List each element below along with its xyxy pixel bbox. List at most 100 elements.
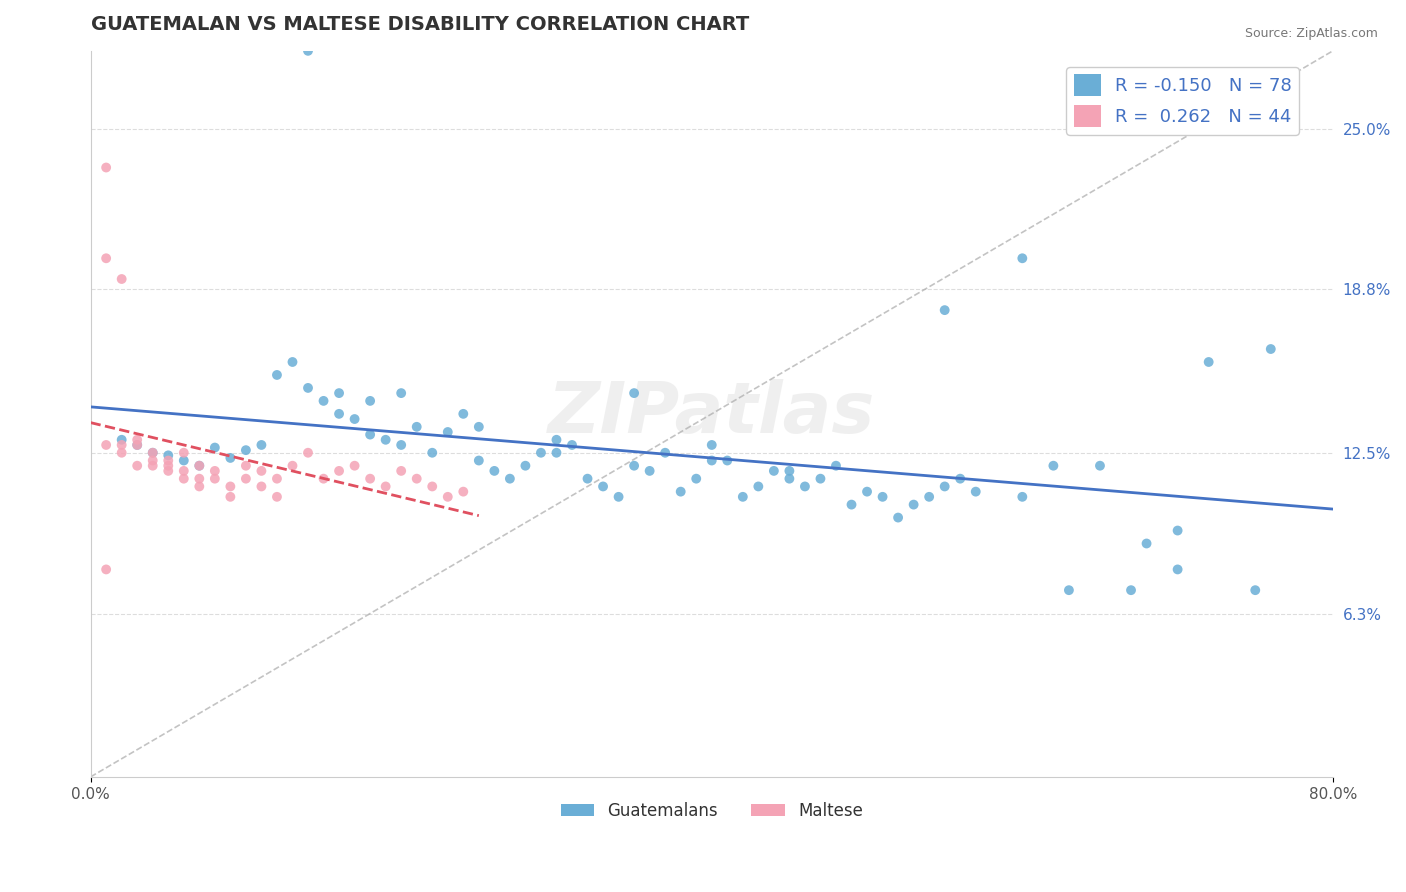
Point (934, 303, 956, 318)
Point (468, 419, 491, 434)
Point (530, 446, 553, 460)
Point (235, 458, 257, 473)
Point (142, 453, 165, 467)
Point (546, 446, 568, 460)
Point (343, 458, 366, 473)
Point (872, 490, 894, 504)
Point (204, 441, 226, 455)
Point (1011, 490, 1033, 504)
Point (856, 484, 879, 499)
Point (405, 472, 427, 486)
Point (188, 458, 211, 473)
Point (1011, 252, 1033, 266)
Point (359, 472, 381, 486)
Point (312, 472, 335, 486)
Point (328, 464, 350, 478)
Point (250, 464, 273, 478)
Point (716, 453, 738, 467)
Point (841, 498, 863, 512)
Point (1135, 536, 1157, 550)
Point (1260, 342, 1282, 356)
Point (157, 453, 180, 467)
Point (297, 44, 319, 58)
Point (1042, 458, 1064, 473)
Legend: Guatemalans, Maltese: Guatemalans, Maltese (554, 796, 869, 827)
Point (127, 438, 149, 452)
Point (546, 433, 568, 447)
Point (810, 472, 832, 486)
Point (654, 446, 676, 460)
Point (204, 464, 226, 478)
Point (173, 446, 195, 460)
Point (127, 438, 149, 452)
Point (436, 490, 458, 504)
Point (281, 458, 304, 473)
Point (374, 433, 396, 447)
Point (903, 498, 925, 512)
Point (607, 490, 630, 504)
Point (157, 464, 180, 478)
Point (173, 464, 195, 478)
Point (561, 438, 583, 452)
Point (297, 381, 319, 395)
Point (887, 510, 910, 524)
Point (235, 443, 257, 458)
Point (94, 438, 117, 452)
Point (623, 386, 645, 401)
Point (515, 458, 537, 473)
Point (623, 458, 645, 473)
Point (436, 425, 458, 439)
Point (94, 252, 117, 266)
Point (638, 464, 661, 478)
Point (453, 484, 475, 499)
Point (328, 407, 350, 421)
Point (685, 472, 707, 486)
Point (359, 427, 381, 442)
Point (188, 479, 211, 493)
Point (157, 458, 180, 473)
Point (142, 458, 165, 473)
Point (934, 479, 956, 493)
Text: ZIPatlas: ZIPatlas (548, 379, 876, 449)
Point (188, 472, 211, 486)
Point (576, 472, 599, 486)
Point (142, 446, 165, 460)
Point (250, 479, 273, 493)
Point (297, 446, 319, 460)
Point (453, 407, 475, 421)
Point (468, 453, 491, 467)
Point (250, 438, 273, 452)
Point (173, 453, 195, 467)
Point (484, 464, 506, 478)
Point (825, 458, 848, 473)
Point (219, 450, 242, 465)
Point (1167, 562, 1189, 576)
Point (127, 433, 149, 447)
Point (204, 472, 226, 486)
Point (1057, 583, 1080, 598)
Point (389, 438, 412, 452)
Point (94, 161, 117, 175)
Point (669, 484, 692, 499)
Point (793, 479, 815, 493)
Point (281, 355, 304, 369)
Point (1119, 583, 1142, 598)
Point (731, 490, 754, 504)
Point (700, 438, 723, 452)
Point (94, 562, 117, 576)
Point (127, 458, 149, 473)
Point (405, 419, 427, 434)
Point (762, 464, 785, 478)
Point (420, 446, 443, 460)
Point (111, 272, 134, 286)
Point (389, 386, 412, 401)
Point (592, 479, 614, 493)
Point (700, 453, 723, 467)
Point (111, 438, 134, 452)
Point (778, 464, 800, 478)
Point (1244, 583, 1267, 598)
Point (359, 393, 381, 408)
Point (1167, 524, 1189, 538)
Point (219, 479, 242, 493)
Point (965, 484, 987, 499)
